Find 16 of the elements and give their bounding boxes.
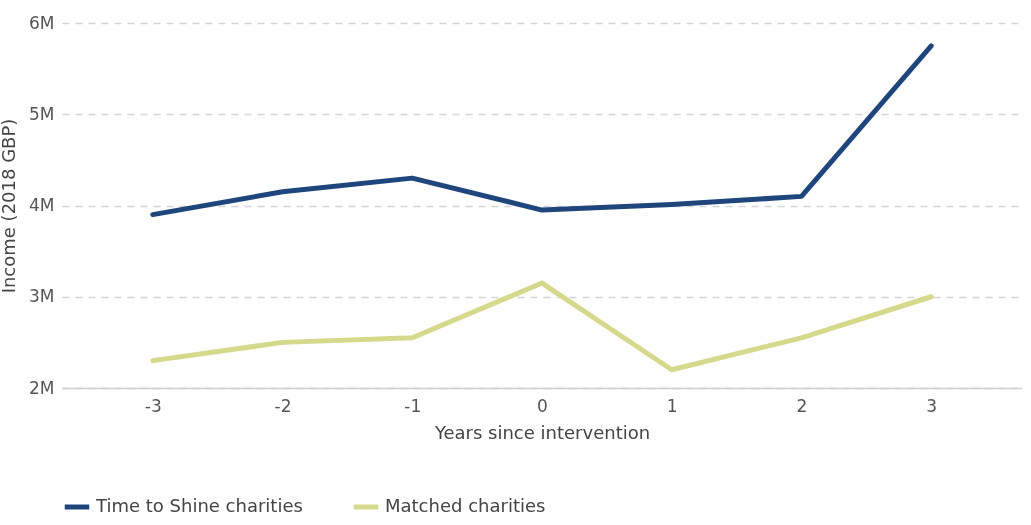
- y-tick-label: 3M: [29, 286, 55, 307]
- x-tick-label: -1: [404, 395, 422, 416]
- x-tick-label: 1: [666, 395, 678, 416]
- legend-label: Time to Shine charities: [95, 495, 303, 516]
- x-tick-label: 2: [796, 395, 808, 416]
- y-tick-label: 5M: [29, 103, 55, 124]
- y-axis-title: Income (2018 GBP): [0, 118, 20, 294]
- x-tick-label: 0: [537, 395, 548, 416]
- x-tick-label: -3: [144, 395, 162, 416]
- x-tick-label: 3: [926, 395, 938, 416]
- y-tick-label: 4M: [29, 195, 55, 215]
- x-axis-title: Years since intervention: [433, 421, 651, 443]
- y-tick-label: 2M: [29, 377, 55, 398]
- x-tick-label: -2: [274, 395, 292, 416]
- y-tick-label: 6M: [29, 12, 55, 33]
- legend-label: Matched charities: [385, 495, 546, 516]
